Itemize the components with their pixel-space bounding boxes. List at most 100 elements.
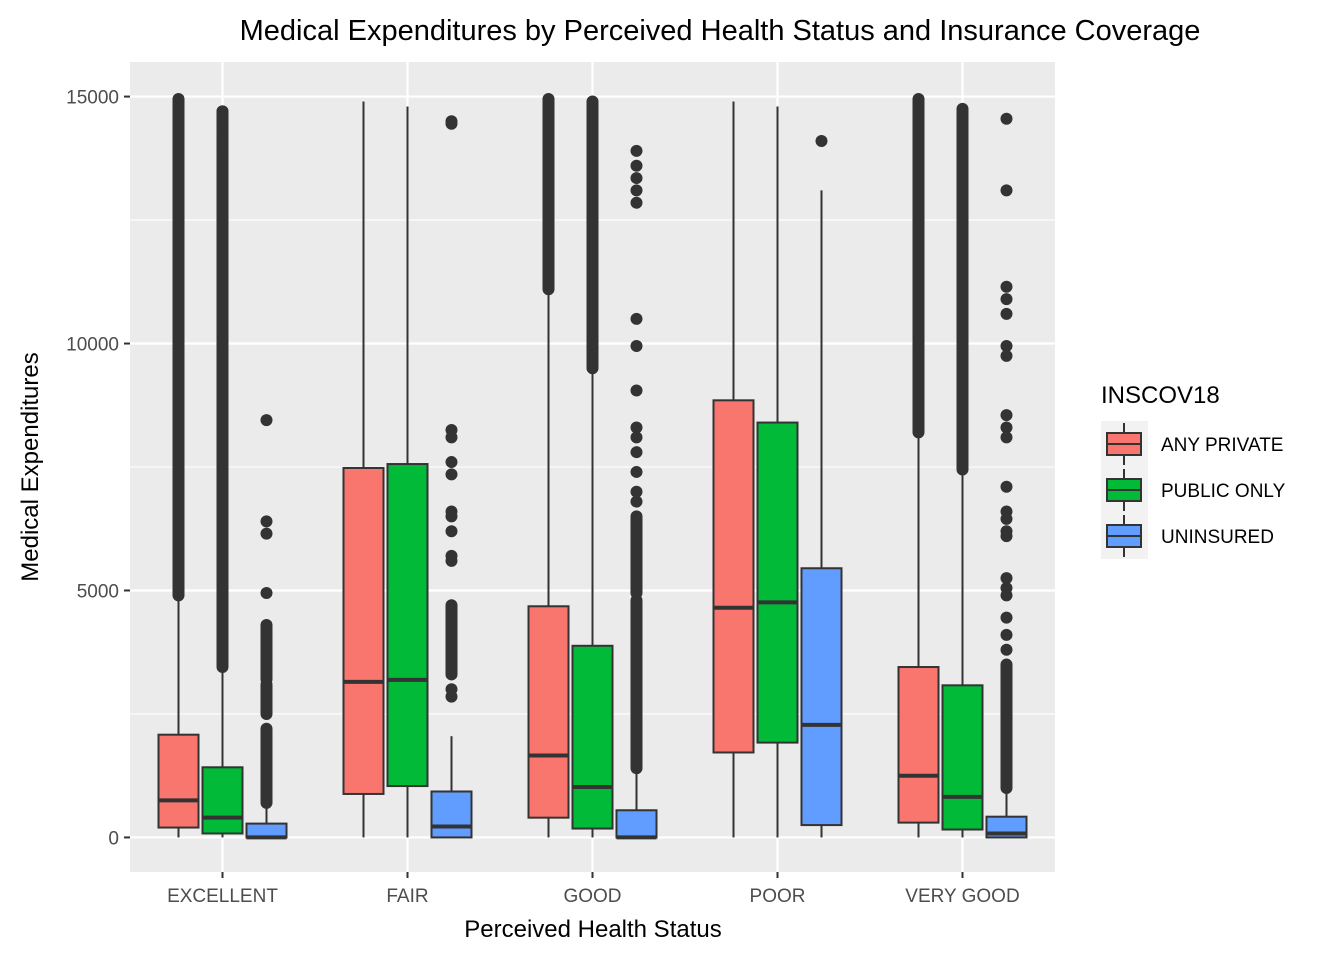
box-public-only-poor [756,106,799,838]
outlier-point [630,339,643,352]
legend-label: ANY PRIVATE [1161,435,1283,456]
box-any-private-very-good [897,93,940,838]
outlier-point [630,312,643,325]
y-axis-title: Medical Expenditures [17,352,44,581]
y-tick-label: 10000 [66,335,119,356]
outlier-point [260,515,273,528]
box-uninsured-poor [800,135,843,838]
outlier-point [216,144,229,157]
outlier-point [216,105,229,118]
outlier-band [586,95,599,375]
legend: INSCOV18 ANY PRIVATE PUBLIC ONLY UNINSURED [1101,382,1286,559]
box-body [571,644,614,830]
x-axis: EXCELLENT FAIR GOOD POOR VERY GOOD [167,872,1020,907]
outlier-point [815,135,828,148]
box-public-only-fair [386,106,429,838]
outlier-point [630,196,643,209]
box-uninsured-very-good [985,112,1028,839]
outlier-point [630,159,643,172]
x-tick-label: POOR [750,886,806,907]
outlier-point [1000,628,1013,641]
y-tick-label: 0 [108,828,119,849]
outlier-point [630,172,643,185]
outlier-band [260,678,273,720]
outlier-point [445,456,458,469]
outlier-band [912,93,925,439]
box-body [245,822,288,839]
x-tick-label: GOOD [563,886,621,907]
box-body [201,766,244,835]
box-body [800,567,843,827]
outlier-point [216,135,229,148]
outlier-point [630,485,643,498]
box-uninsured-excellent [245,414,288,840]
outlier-band [445,599,458,681]
outlier-point [260,586,273,599]
x-tick-label: FAIR [386,886,428,907]
box-any-private-fair [342,101,385,838]
outlier-point [1000,307,1013,320]
outlier-point [1000,349,1013,362]
outlier-point [260,414,273,427]
outlier-point [1000,643,1013,656]
outlier-point [1000,421,1013,434]
y-axis: 0 5000 10000 15000 [66,88,130,849]
box-body [941,684,984,831]
box-body [615,809,658,839]
outlier-point [630,144,643,157]
outlier-point [445,468,458,481]
legend-label: UNINSURED [1161,527,1274,548]
outlier-point [260,527,273,540]
outlier-point [445,683,458,696]
box-any-private-excellent [157,93,200,838]
x-tick-label: VERY GOOD [905,886,1019,907]
box-body [897,666,940,824]
outlier-point [1000,409,1013,422]
y-tick-label: 15000 [66,88,119,109]
outlier-band [630,594,643,775]
outlier-point [445,117,458,130]
outlier-point [216,117,229,130]
chart-title: Medical Expenditures by Perceived Health… [240,15,1201,47]
outlier-band [542,93,555,296]
outlier-point [630,421,643,434]
outlier-band [956,102,969,476]
outlier-point [1000,293,1013,306]
outlier-point [1000,184,1013,197]
box-body [342,466,385,795]
outlier-point [630,465,643,478]
outlier-point [445,510,458,523]
x-axis-title: Perceived Health Status [464,916,721,943]
outlier-band [630,510,643,599]
box-body [527,605,570,819]
outlier-point [1000,480,1013,493]
outlier-band [260,722,273,809]
outlier-point [1000,530,1013,543]
outlier-band [172,93,185,602]
x-tick-label: EXCELLENT [167,886,278,907]
outlier-point [445,431,458,444]
box-body [386,463,429,788]
legend-label: PUBLIC ONLY [1161,481,1286,502]
boxes-layer [157,93,1028,840]
outlier-point [1000,572,1013,585]
box-public-only-very-good [941,102,984,838]
outlier-band [260,619,273,686]
y-tick-label: 5000 [77,581,119,602]
outlier-point [630,495,643,508]
box-uninsured-fair [430,115,473,839]
outlier-point [1000,589,1013,602]
box-any-private-good [527,93,570,838]
outlier-point [445,525,458,538]
outlier-point [445,554,458,567]
outlier-point [630,384,643,397]
outlier-point [1000,431,1013,444]
outlier-point [1000,339,1013,352]
outlier-point [1000,112,1013,125]
box-public-only-good [571,95,614,838]
box-body [157,733,200,829]
box-body [430,790,473,839]
outlier-point [1000,611,1013,624]
box-public-only-excellent [201,105,244,838]
